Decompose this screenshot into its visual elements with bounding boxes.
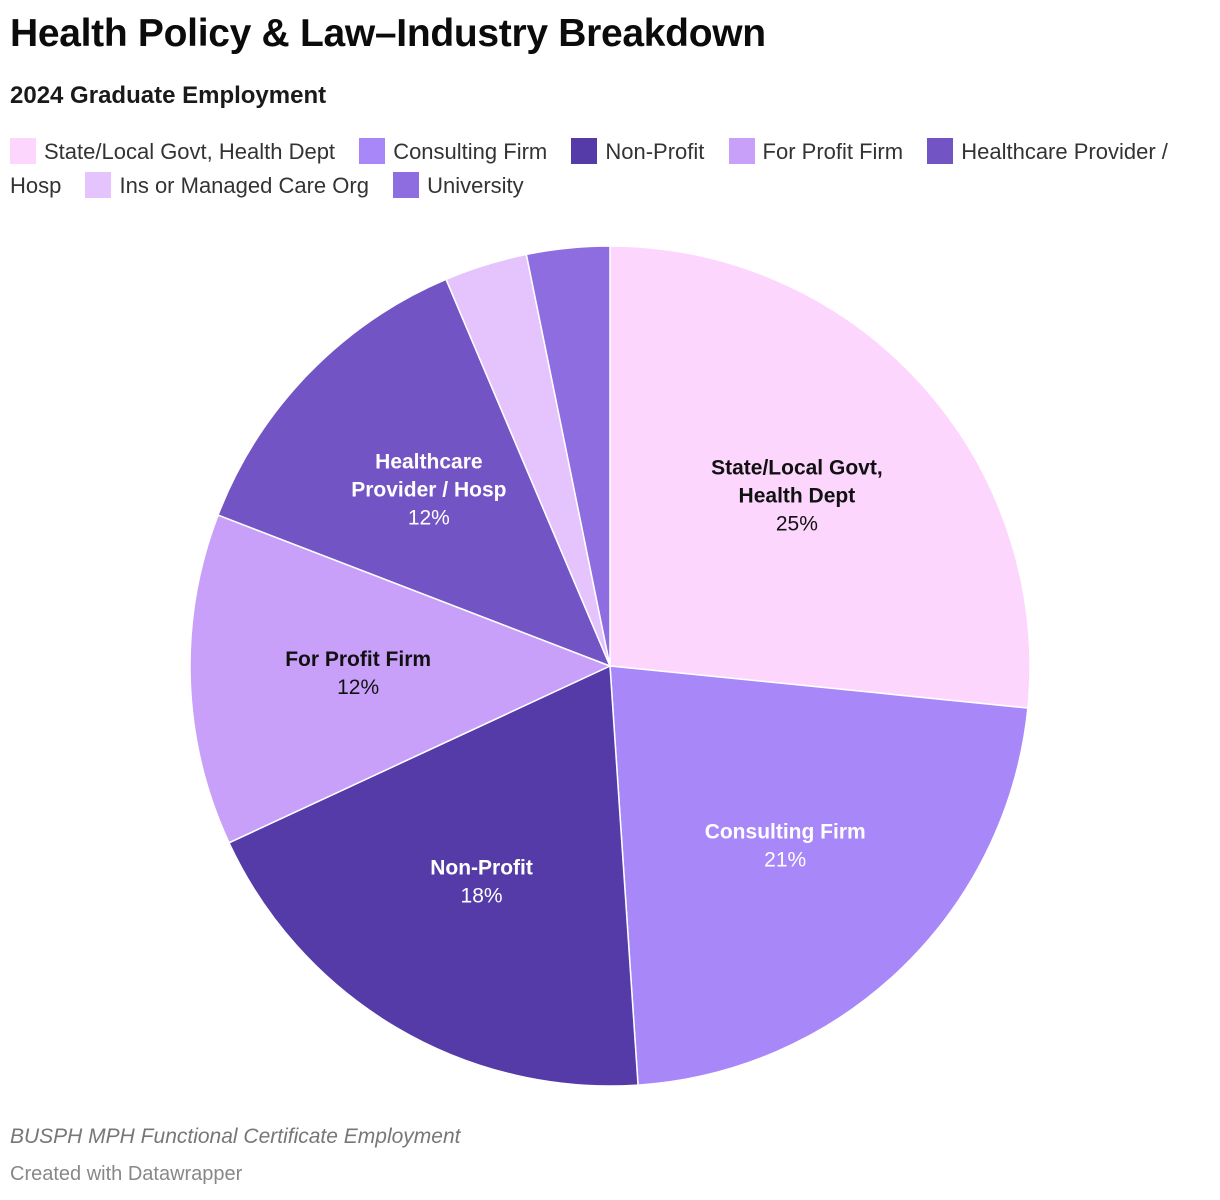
- pie-slice: [217, 278, 612, 668]
- legend-item: University: [393, 172, 524, 198]
- slice-label-value: 12%: [408, 506, 450, 529]
- legend-item: For Profit Firm: [728, 138, 904, 164]
- pie-slice: [609, 665, 1029, 1086]
- slice-label-name: Health Dept: [739, 485, 856, 508]
- legend-label: Healthcare Provider / Hosp: [10, 139, 1168, 198]
- slice-label: Non-Profit 18%: [430, 856, 533, 907]
- slice-label-name: For Profit Firm: [285, 648, 431, 671]
- slice-label-value: 25%: [776, 513, 818, 536]
- legend-item: Healthcare Provider / Hosp: [10, 138, 1168, 198]
- chart-legend: State/Local Govt, Health Dept Consulting…: [10, 135, 1190, 203]
- datawrapper-credit: Created with Datawrapper: [10, 1163, 243, 1185]
- slice-label: State/Local Govt, Health Dept 25%: [711, 457, 883, 536]
- legend-label: University: [427, 173, 524, 198]
- legend-swatch: [359, 138, 386, 164]
- chart-title: Health Policy & Law–Industry Breakdown: [10, 12, 766, 55]
- pie-slice: [525, 245, 611, 667]
- slice-label-value: 18%: [461, 884, 503, 907]
- slice-label: Healthcare Provider / Hosp 12%: [351, 450, 506, 529]
- slice-label-name: Consulting Firm: [705, 821, 866, 844]
- slice-label: Consulting Firm 21%: [705, 821, 866, 872]
- legend-swatch: [85, 172, 112, 198]
- pie-slice: [609, 245, 1031, 709]
- slice-label-value: 12%: [337, 676, 379, 699]
- slice-label: For Profit Firm 12%: [285, 648, 431, 699]
- legend-item: Non-Profit: [571, 138, 705, 164]
- legend-swatch: [927, 138, 954, 164]
- legend-label: State/Local Govt, Health Dept: [44, 139, 336, 164]
- pie-slice: [189, 514, 612, 844]
- pie-chart: State/Local Govt, Health Dept 25% Consultin…: [189, 245, 1031, 1087]
- legend-label: Non-Profit: [605, 139, 705, 164]
- legend-swatch: [393, 172, 420, 198]
- chart-subtitle: 2024 Graduate Employment: [10, 82, 327, 109]
- legend-swatch: [10, 138, 36, 164]
- legend-item: State/Local Govt, Health Dept: [10, 138, 336, 164]
- slice-label-name: Provider / Hosp: [351, 478, 506, 501]
- slice-label-value: 21%: [764, 849, 806, 872]
- legend-swatch: [728, 138, 755, 164]
- slice-label-name: Non-Profit: [430, 856, 533, 879]
- chart-source-note: BUSPH MPH Functional Certificate Employm…: [10, 1125, 461, 1148]
- legend-item: Ins or Managed Care Org: [85, 172, 369, 198]
- slice-label-name: State/Local Govt,: [711, 457, 883, 480]
- legend-label: Consulting Firm: [393, 139, 548, 164]
- pie-slice: [228, 664, 639, 1087]
- legend-swatch: [571, 138, 598, 164]
- slice-label-name: Healthcare: [375, 450, 482, 473]
- legend-item: Consulting Firm: [359, 138, 548, 164]
- legend-label: Ins or Managed Care Org: [119, 173, 369, 198]
- legend-label: For Profit Firm: [762, 139, 904, 164]
